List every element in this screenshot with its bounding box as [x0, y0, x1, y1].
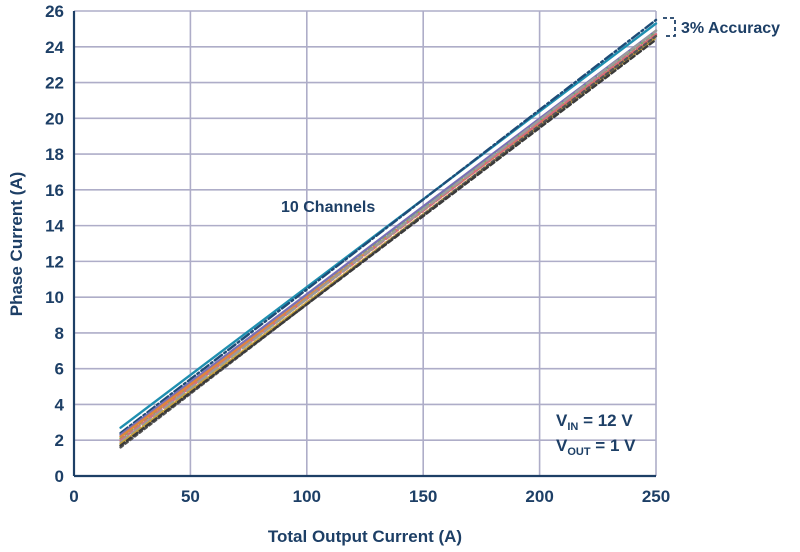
- accuracy-annotation: 3% Accuracy: [681, 20, 780, 37]
- y-tick-label: 20: [45, 109, 64, 128]
- series-line-10: [119, 38, 658, 447]
- x-tick-label: 50: [181, 487, 200, 506]
- channels-annotation: 10 Channels: [281, 199, 375, 216]
- vout-symbol: V: [556, 436, 568, 455]
- accuracy-bracket: [663, 17, 676, 37]
- y-tick-label: 0: [55, 467, 64, 486]
- y-tick-label: 10: [45, 288, 64, 307]
- series-line-2: [119, 18, 658, 435]
- y-tick-label: 22: [45, 74, 64, 93]
- y-tick-label: 24: [45, 38, 64, 57]
- x-tick-label: 100: [293, 487, 321, 506]
- axes: [72, 11, 656, 478]
- y-tick-label: 18: [45, 145, 64, 164]
- vin-condition: VIN = 12 V: [556, 411, 633, 433]
- y-tick-label: 14: [45, 217, 64, 236]
- y-tick-label: 26: [45, 2, 64, 21]
- vout-subscript: OUT: [567, 446, 591, 458]
- y-tick-label: 6: [55, 360, 64, 379]
- grid: [74, 10, 657, 476]
- x-tick-label: 0: [69, 487, 78, 506]
- x-tick-label: 150: [409, 487, 437, 506]
- vin-value: = 12 V: [578, 411, 633, 430]
- x-tick-label: 200: [525, 487, 553, 506]
- series-group: [119, 18, 658, 449]
- y-axis-title: Phase Current (A): [7, 172, 26, 317]
- series-line-7: [119, 29, 658, 444]
- vin-symbol: V: [556, 411, 568, 430]
- vout-condition: VOUT = 1 V: [556, 436, 636, 458]
- y-tick-label: 2: [55, 431, 64, 450]
- y-tick-label: 16: [45, 181, 64, 200]
- series-line-1: [119, 22, 658, 429]
- vout-value: = 1 V: [591, 436, 637, 455]
- y-tick-label: 4: [55, 395, 65, 414]
- y-tick-label: 12: [45, 252, 64, 271]
- y-tick-label: 8: [55, 324, 64, 343]
- vin-subscript: IN: [567, 421, 578, 433]
- x-axis-title: Total Output Current (A): [268, 527, 462, 546]
- x-tick-label: 250: [642, 487, 670, 506]
